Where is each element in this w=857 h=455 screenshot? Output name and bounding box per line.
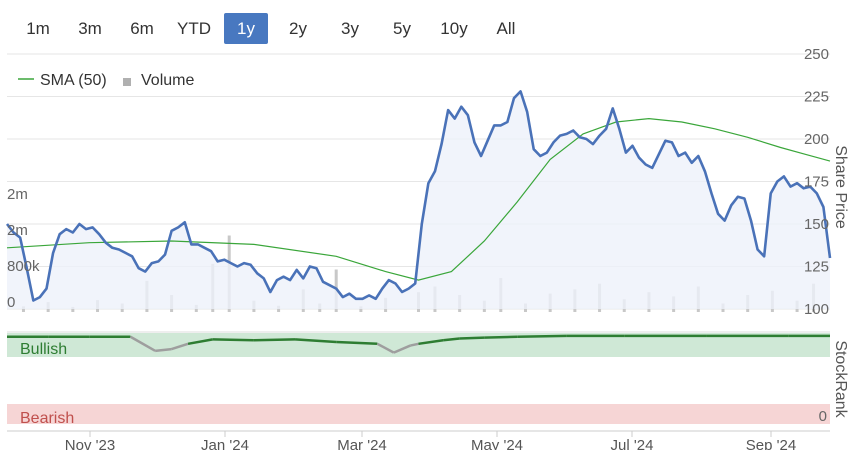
price-tick-150: 150 xyxy=(804,216,829,233)
volume-bar xyxy=(71,306,75,312)
stockrank-zero-tick: 0 xyxy=(819,408,827,425)
stockrank-axis-title: StockRank xyxy=(832,340,849,418)
volume-legend-label[interactable]: Volume xyxy=(141,72,194,89)
range-button-1y[interactable]: 1y xyxy=(224,13,268,44)
price-tick-250: 250 xyxy=(804,46,829,63)
range-selector: 1m 3m 6m YTD 1y 2y 3y 5y 10y All xyxy=(16,13,536,45)
x-tick-label: May '24 xyxy=(471,437,523,450)
bearish-band xyxy=(7,404,830,424)
price-gridlines xyxy=(7,53,830,310)
volume-legend-marker xyxy=(123,78,131,86)
x-tick-label: Sep '24 xyxy=(746,437,796,450)
sma-50-line xyxy=(6,117,831,281)
bullish-label: Bullish xyxy=(20,341,67,358)
stockrank-segment xyxy=(129,335,156,352)
volume-axis-ticks: 0 800k 2m 2m xyxy=(7,186,40,311)
stockrank-segment xyxy=(443,337,460,342)
range-button-6m[interactable]: 6m xyxy=(130,18,154,38)
stockrank-segment xyxy=(418,339,444,346)
range-button-1m[interactable]: 1m xyxy=(26,18,50,38)
stockrank-segment xyxy=(336,340,378,346)
volume-tick-1: 800k xyxy=(7,258,40,275)
x-tick-label: Mar '24 xyxy=(337,437,387,450)
stockrank-line xyxy=(7,334,830,354)
volume-tick-3: 2m xyxy=(7,186,28,203)
volume-tick-2: 2m xyxy=(7,222,28,239)
stockrank-segment xyxy=(393,344,411,354)
stockrank-segment xyxy=(253,338,296,342)
price-tick-225: 225 xyxy=(804,89,829,106)
range-button-3y[interactable]: 3y xyxy=(341,18,359,38)
bearish-label: Bearish xyxy=(20,410,74,427)
x-tick-label: Nov '23 xyxy=(65,437,115,450)
stockrank-segment xyxy=(187,338,213,346)
price-tick-175: 175 xyxy=(804,174,829,191)
stockrank-segment xyxy=(155,347,172,353)
legend: SMA (50) Volume xyxy=(18,72,194,89)
volume-tick-0: 0 xyxy=(7,294,15,311)
range-button-5y[interactable]: 5y xyxy=(393,18,411,38)
share-price-axis-title: Share Price xyxy=(832,145,849,229)
range-button-3m[interactable]: 3m xyxy=(78,18,102,38)
price-tick-100: 100 xyxy=(804,301,829,318)
price-line[interactable] xyxy=(5,90,832,302)
price-tick-200: 200 xyxy=(804,131,829,148)
volume-bar xyxy=(21,306,25,312)
chart-area: 100 125 150 175 200 225 250 0 800k 2m 2m Share Pr… xyxy=(0,45,857,454)
x-tick-label: Jul '24 xyxy=(611,437,654,450)
stockrank-segment xyxy=(410,342,419,347)
price-axis-ticks: 100 125 150 175 200 225 250 xyxy=(804,46,829,318)
x-tick-label: Jan '24 xyxy=(201,437,249,450)
price-area xyxy=(7,91,830,310)
range-button-all[interactable]: All xyxy=(496,18,516,38)
range-button-2y[interactable]: 2y xyxy=(289,18,307,38)
stockrank-segment xyxy=(294,338,337,344)
stockrank-segment xyxy=(212,338,254,342)
price-chart-svg: 100 125 150 175 200 225 250 0 800k 2m 2m Share Pr… xyxy=(5,46,849,454)
range-button-10y[interactable]: 10y xyxy=(440,18,468,38)
price-tick-125: 125 xyxy=(804,259,829,276)
volume-bar xyxy=(359,306,363,312)
stockrank-segment xyxy=(484,335,518,339)
range-button-ytd[interactable]: YTD xyxy=(177,18,211,38)
stockrank-segment xyxy=(517,334,567,339)
sma-legend-label[interactable]: SMA (50) xyxy=(40,72,107,89)
stockrank-segment xyxy=(459,336,485,340)
stockrank-segment xyxy=(376,342,395,354)
stockrank-segment xyxy=(171,342,189,351)
x-axis-ticks: Nov '23 Jan '24 Mar '24 May '24 Jul '24 Sep '… xyxy=(65,431,796,454)
